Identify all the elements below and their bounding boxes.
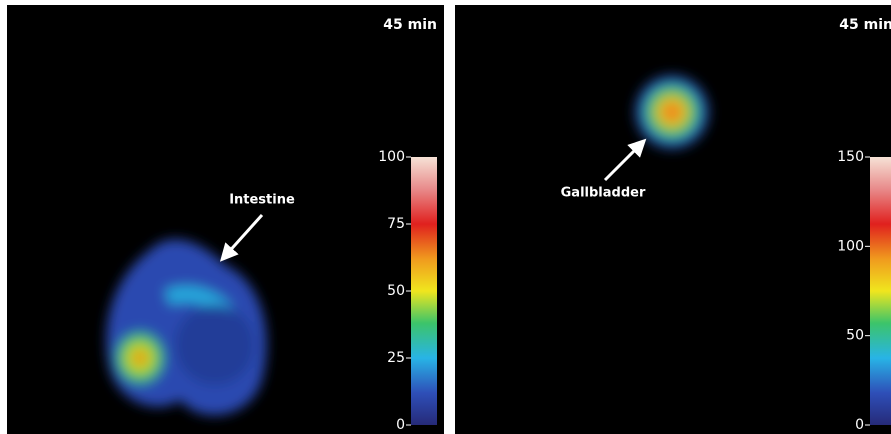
gallbladder-uptake	[632, 72, 712, 152]
colorbar	[411, 157, 437, 425]
annotation: Gallbladder	[561, 186, 646, 201]
time-label: 45 min	[383, 17, 437, 33]
time-label: 45 min	[839, 17, 891, 33]
tick-label: 50	[846, 328, 864, 344]
tick-label: 25	[387, 350, 405, 366]
tick-label: 150	[837, 149, 864, 165]
image-background	[455, 5, 891, 434]
tick-label: 0	[855, 417, 864, 433]
tick-label: 100	[837, 238, 864, 254]
figure: Intestine 45 min 0 25 50 75 100 Gallbladder …	[0, 0, 891, 434]
tick-label: 50	[387, 283, 405, 299]
tick-label: 75	[387, 216, 405, 232]
annotation: Intestine	[229, 193, 295, 208]
panel: Gallbladder 45 min 0 50 100 150	[455, 5, 891, 434]
tick-label: 0	[396, 417, 405, 433]
colorbar	[870, 157, 891, 425]
tick-label: 100	[378, 149, 405, 165]
panel: Intestine 45 min 0 25 50 75 100	[7, 5, 444, 434]
